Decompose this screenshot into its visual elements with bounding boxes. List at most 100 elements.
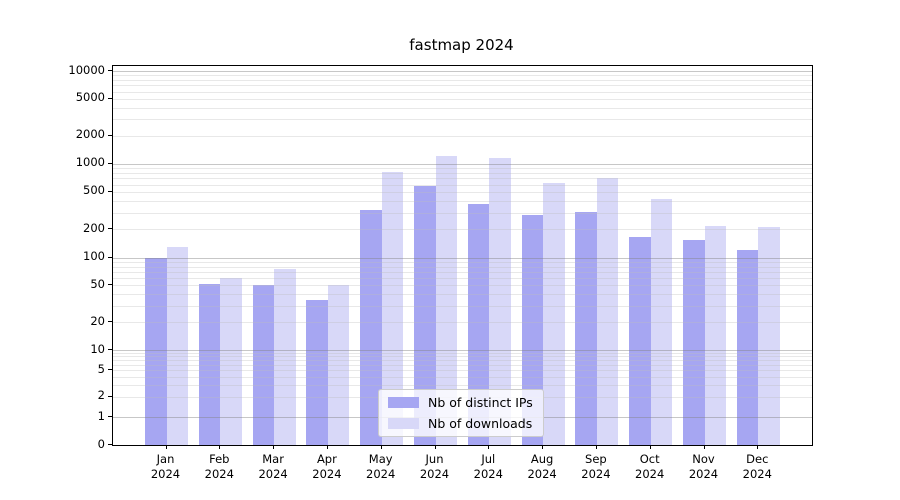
x-tick-label-month: Jan — [156, 452, 175, 466]
x-tick-mark-apr — [326, 445, 328, 449]
x-tick-label-month: May — [368, 452, 393, 466]
gridline-minor-5 — [113, 370, 812, 372]
y-tick-label-200: 200 — [83, 220, 105, 235]
y-tick-label-1: 1 — [97, 408, 105, 423]
chart-title: fastmap 2024 — [409, 36, 514, 54]
gridline-minor-3000 — [113, 119, 812, 121]
gridline-minor-600 — [113, 184, 812, 186]
bar-nb-of-distinct-ips-apr — [306, 299, 328, 445]
x-tick-label-year: 2024 — [688, 467, 719, 481]
x-tick-mark-may — [380, 445, 382, 449]
gridline-major-1e1 — [113, 350, 812, 351]
gridline-minor-400 — [113, 201, 812, 203]
x-tick-label-month: Apr — [316, 452, 337, 466]
bar-nb-of-distinct-ips-mar — [252, 285, 275, 445]
x-tick-label-year: 2024 — [473, 467, 503, 481]
gridline-minor-80 — [113, 266, 812, 268]
x-tick-label-may: May 2024 — [351, 452, 411, 482]
x-tick-label-year: 2024 — [635, 467, 665, 481]
gridline-minor-60 — [113, 278, 812, 280]
x-tick-mark-sep — [595, 445, 597, 449]
y-tick-label-2: 2 — [97, 388, 105, 403]
gridline-minor-6 — [113, 364, 812, 366]
gridline-minor-800 — [113, 172, 812, 174]
bar-nb-of-distinct-ips-jun — [414, 185, 436, 445]
x-tick-label-month: Nov — [692, 452, 715, 466]
x-tick-label-month: Sep — [585, 452, 607, 466]
x-tick-label-year: 2024 — [150, 467, 181, 481]
y-tick-mark-0 — [108, 444, 112, 445]
x-tick-label-year: 2024 — [312, 467, 342, 481]
x-tick-label-sep: Sep 2024 — [566, 452, 626, 482]
gridline-major-1e2 — [113, 257, 812, 259]
gridline-minor-90 — [113, 261, 812, 263]
x-tick-mark-feb — [219, 445, 221, 449]
x-tick-label-year: 2024 — [258, 467, 288, 481]
bar-nb-of-distinct-ips-jul — [467, 204, 490, 445]
bar-nb-of-downloads-aug — [543, 182, 565, 445]
x-tick-mark-aug — [542, 445, 544, 449]
bar-nb-of-downloads-feb — [220, 278, 242, 445]
y-tick-mark-20 — [108, 321, 112, 323]
x-tick-mark-jul — [488, 445, 490, 449]
y-tick-label-1000: 1000 — [75, 155, 105, 170]
x-tick-label-month: Dec — [746, 452, 769, 466]
x-tick-label-dec: Dec 2024 — [727, 452, 787, 482]
x-tick-label-month: Jun — [425, 452, 444, 466]
y-tick-mark-10 — [108, 349, 112, 350]
bar-nb-of-distinct-ips-sep — [575, 211, 597, 445]
y-tick-mark-1000 — [108, 162, 112, 164]
bar-nb-of-downloads-jan — [166, 246, 188, 445]
gridline-minor-4 — [113, 376, 812, 378]
x-tick-label-year: 2024 — [581, 467, 611, 481]
bar-nb-of-downloads-nov — [704, 225, 726, 445]
gridline-minor-40 — [113, 294, 812, 296]
bar-nb-of-downloads-dec — [758, 227, 780, 445]
x-tick-mark-mar — [273, 445, 275, 449]
y-tick-label-0: 0 — [97, 436, 105, 451]
y-tick-mark-200 — [108, 228, 112, 230]
bar-nb-of-distinct-ips-may — [360, 210, 382, 445]
gridline-minor-900 — [113, 168, 812, 169]
bar-nb-of-distinct-ips-feb — [198, 283, 221, 445]
y-tick-label-10: 10 — [90, 341, 105, 356]
x-tick-label-month: Oct — [639, 452, 660, 466]
y-tick-label-500: 500 — [83, 183, 105, 198]
x-tick-label-year: 2024 — [742, 467, 772, 481]
gridline-minor-4000 — [113, 107, 812, 109]
legend: Nb of distinct IPs Nb of downloads — [378, 389, 544, 437]
y-tick-mark-50 — [108, 284, 112, 286]
gridline-minor-7000 — [113, 85, 812, 87]
x-tick-label-nov: Nov 2024 — [674, 452, 734, 482]
gridline-minor-9000 — [113, 75, 812, 77]
gridline-minor-9 — [113, 353, 812, 355]
y-tick-label-20: 20 — [90, 313, 105, 328]
gridline-major-1e3 — [113, 163, 812, 165]
legend-swatch-distinct-ips — [388, 397, 419, 408]
gridline-minor-30 — [113, 305, 812, 307]
x-tick-label-aug: Aug 2024 — [512, 452, 572, 482]
x-tick-label-month: Mar — [262, 452, 284, 466]
gridline-minor-8 — [113, 356, 812, 358]
legend-entry-downloads: Nb of downloads — [379, 413, 543, 434]
gridline-minor-200 — [113, 229, 812, 231]
x-tick-mark-oct — [649, 445, 651, 449]
x-tick-label-year: 2024 — [366, 467, 396, 481]
x-tick-label-month: Jul — [481, 452, 496, 466]
plot-area — [112, 65, 813, 446]
legend-swatch-downloads — [388, 418, 419, 429]
legend-entry-distinct-ips: Nb of distinct IPs — [379, 392, 543, 413]
gridline-minor-20 — [113, 322, 812, 324]
x-tick-mark-jun — [434, 445, 436, 449]
y-tick-mark-100 — [108, 256, 112, 258]
gridline-minor-3 — [113, 385, 812, 387]
y-tick-label-50: 50 — [90, 276, 105, 291]
y-tick-mark-2000 — [108, 134, 112, 136]
bar-nb-of-distinct-ips-oct — [629, 237, 651, 445]
gridline-minor-8000 — [113, 79, 812, 81]
bar-nb-of-distinct-ips-nov — [683, 239, 705, 445]
x-tick-label-year: 2024 — [527, 467, 557, 481]
x-tick-mark-nov — [703, 445, 705, 449]
x-tick-label-oct: Oct 2024 — [620, 452, 680, 482]
